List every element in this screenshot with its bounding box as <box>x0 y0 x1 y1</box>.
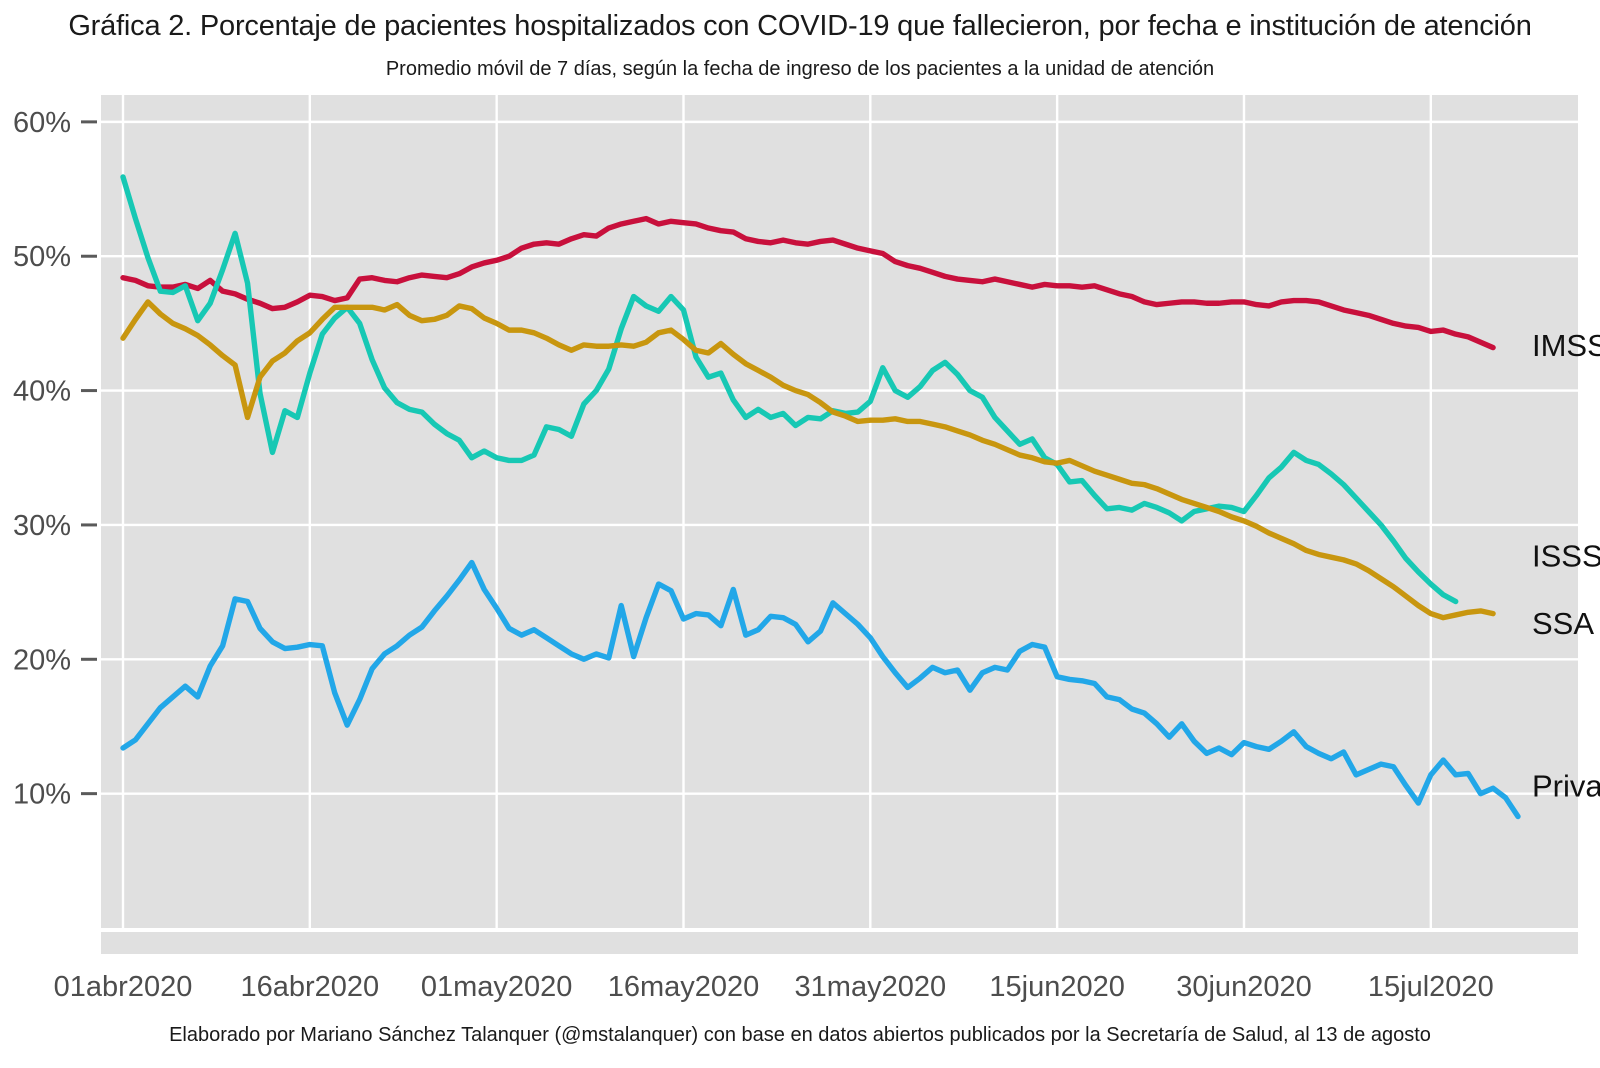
y-tick-label: 60% <box>13 107 71 139</box>
line-chart: 60% 50% 40% 30% 20% 10% 01abr2020 16abr2020 01ma… <box>13 95 1600 1003</box>
x-tick-label: 15jun2020 <box>989 971 1124 1003</box>
y-tick-label: 20% <box>13 644 71 676</box>
y-tick-label: 50% <box>13 241 71 273</box>
x-tick-label: 31may2020 <box>795 971 947 1003</box>
x-tick-label: 01abr2020 <box>54 971 193 1003</box>
gridlines: 60% 50% 40% 30% 20% 10% 01abr2020 16abr2020 01ma… <box>13 95 1578 1003</box>
page-title: Gráfica 2. Porcentaje de pacientes hospi… <box>68 10 1532 42</box>
series-line-privado <box>120 559 1521 820</box>
plot-bottom-band <box>101 932 1578 954</box>
series-line-imss <box>120 215 1496 351</box>
series-label-ssa: SSA <box>1532 606 1594 641</box>
x-tick-label: 30jun2020 <box>1176 971 1311 1003</box>
series-label-privado: Privado <box>1532 768 1600 803</box>
x-tick-label: 16may2020 <box>608 971 760 1003</box>
x-tick-label: 16abr2020 <box>240 971 379 1003</box>
y-tick-label: 40% <box>13 376 71 408</box>
series-line-ssa <box>120 299 1496 621</box>
source-note: Elaborado por Mariano Sánchez Talanquer … <box>169 1024 1431 1046</box>
y-tick-label: 30% <box>13 510 71 542</box>
y-tick-label: 10% <box>13 779 71 811</box>
x-tick-label: 01may2020 <box>421 971 573 1003</box>
x-tick-label: 15jul2020 <box>1368 971 1494 1003</box>
series-label-issste: ISSSTE <box>1532 539 1600 574</box>
series-label-imss: IMSS <box>1532 328 1600 363</box>
page-subtitle: Promedio móvil de 7 días, según la fecha… <box>385 58 1215 80</box>
plot-background <box>101 95 1578 928</box>
